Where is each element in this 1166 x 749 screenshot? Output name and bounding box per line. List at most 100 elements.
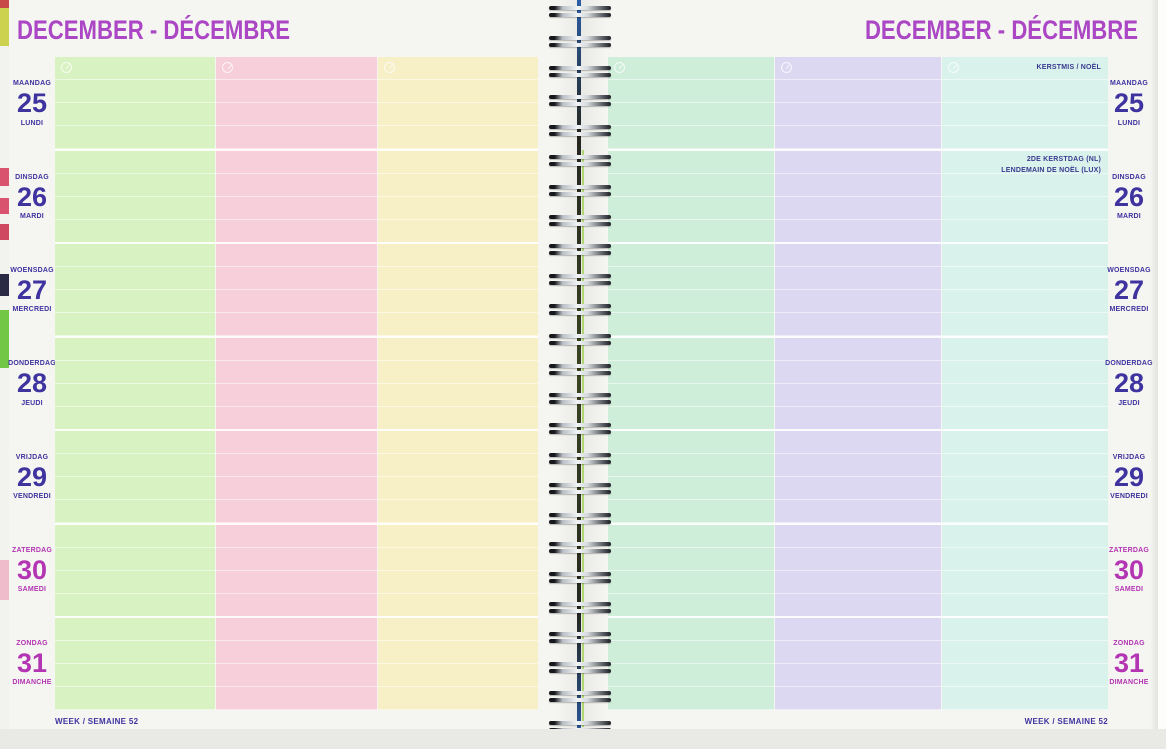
page-edge-strip	[0, 0, 9, 731]
ring-wire	[549, 609, 611, 613]
day-name-nl: VRIJDAG	[15, 453, 49, 461]
spiral-ring	[549, 363, 611, 377]
clock-icon	[781, 62, 792, 73]
ring-wire	[549, 72, 611, 77]
right-day-margin: MAANDAG 25 LUNDI DINSDAG 26 MARDI WOENSD…	[1105, 57, 1153, 710]
ring-wire	[549, 125, 611, 130]
day-number: 30	[1113, 554, 1145, 585]
right-page: DECEMBER - DÉCEMBRE KERSTMIS / NOËL 2DE …	[581, 0, 1158, 731]
day-name-nl: DINSDAG	[1112, 173, 1146, 181]
day-number: 26	[16, 181, 48, 212]
ring-wire	[549, 668, 611, 673]
page-edge-mark	[0, 8, 9, 46]
day-label-wednesday: WOENSDAG 27 MERCREDI	[9, 244, 55, 337]
spiral-ring	[549, 453, 611, 466]
day-label-saturday: ZATERDAG 30 SAMEDI	[1105, 523, 1153, 616]
clock-icon	[61, 62, 72, 73]
spiral-ring	[549, 244, 611, 257]
ring-wire	[549, 661, 611, 666]
ring-wire	[549, 631, 611, 636]
clock-icon	[614, 62, 625, 73]
week-footer-left: WEEK / SEMAINE 52	[55, 717, 139, 726]
page-edge-mark	[0, 560, 9, 600]
ring-wire	[549, 221, 611, 226]
ring-wire	[549, 333, 611, 338]
ring-wire	[549, 721, 611, 726]
day-number: 31	[1113, 648, 1145, 679]
ring-wire	[549, 304, 611, 308]
day-number: 29	[16, 461, 48, 492]
page-edge-mark	[0, 274, 9, 296]
day-name-nl: DONDERDAG	[8, 360, 56, 368]
ring-wire	[549, 400, 611, 405]
day-name-fr: JEUDI	[21, 399, 43, 407]
day-label-friday: VRIJDAG 29 VENDREDI	[1105, 430, 1153, 523]
ring-wire	[549, 184, 611, 189]
ring-wire	[549, 460, 611, 464]
day-name-nl: MAANDAG	[1110, 80, 1148, 88]
day-name-fr: DIMANCHE	[1109, 679, 1149, 687]
day-name-nl: WOENSDAG	[1107, 267, 1151, 275]
ring-wire	[549, 698, 611, 703]
ring-wire	[549, 579, 611, 584]
spiral-ring	[549, 155, 611, 168]
ring-wire	[549, 244, 611, 249]
ring-wire	[549, 602, 611, 606]
day-name-fr: VENDREDI	[13, 492, 51, 500]
holiday-text: LENDEMAIN DE NOËL (LUX)	[1001, 167, 1101, 175]
ring-wire	[549, 42, 611, 47]
day-label-thursday: DONDERDAG 28 JEUDI	[1105, 337, 1153, 430]
ring-wire	[549, 549, 611, 554]
ring-wire	[549, 6, 611, 10]
day-name-nl: VRIJDAG	[1112, 453, 1146, 461]
day-label-saturday: ZATERDAG 30 SAMEDI	[9, 523, 55, 616]
spiral-ring	[549, 542, 611, 555]
ring-wire	[549, 35, 611, 40]
day-column	[775, 57, 941, 710]
spiral-ring	[549, 661, 611, 675]
spiral-ring	[549, 304, 611, 317]
day-column	[216, 57, 377, 710]
day-name-fr: LUNDI	[1117, 119, 1141, 127]
ring-wire	[549, 512, 611, 517]
clock-icon	[948, 62, 959, 73]
week-grid-right: KERSTMIS / NOËL 2DE KERSTDAG (NL) LENDEM…	[608, 57, 1108, 711]
spiral-ring	[549, 512, 611, 526]
ring-wire	[549, 423, 611, 428]
page-edge-mark	[0, 0, 9, 8]
ring-wire	[549, 453, 611, 457]
ring-wire	[549, 370, 611, 375]
day-column	[608, 57, 774, 710]
spiral-binding	[549, 0, 611, 749]
ring-wire	[549, 191, 611, 196]
spiral-ring	[549, 333, 611, 347]
day-name-fr: SAMEDI	[17, 586, 47, 594]
ring-wire	[549, 489, 611, 494]
day-name-nl: ZATERDAG	[12, 546, 52, 554]
ring-wire	[549, 95, 611, 100]
ring-wire	[549, 132, 611, 137]
ring-wire	[549, 65, 611, 70]
ring-wire	[549, 214, 611, 219]
ring-wire	[549, 102, 611, 107]
ring-wire	[549, 155, 611, 159]
day-number: 29	[1113, 461, 1145, 492]
clock-icon	[383, 62, 395, 73]
spiral-ring	[549, 482, 611, 496]
spiral-ring	[549, 602, 611, 615]
spiral-ring	[549, 65, 611, 79]
ring-wire	[549, 482, 611, 487]
day-name-nl: ZONDAG	[16, 640, 48, 648]
day-name-fr: SAMEDI	[1114, 586, 1144, 594]
spiral-ring	[549, 423, 611, 436]
day-name-fr: VENDREDI	[1110, 492, 1148, 500]
ring-wire	[549, 251, 611, 256]
spiral-ring	[549, 214, 611, 228]
spiral-ring	[549, 95, 611, 108]
day-label-tuesday: DINSDAG 26 MARDI	[9, 150, 55, 243]
spiral-ring	[549, 631, 611, 645]
left-page: DECEMBER - DÉCEMBRE MAANDAG 25 LUNDI DIN…	[8, 0, 581, 731]
day-name-fr: MARDI	[1117, 213, 1141, 221]
spiral-ring	[549, 393, 611, 406]
